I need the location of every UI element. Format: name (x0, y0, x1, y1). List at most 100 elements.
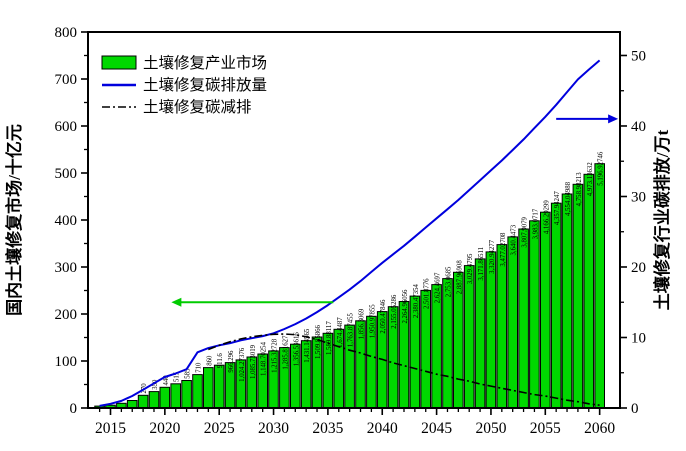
bar-value-label-2023: 710 (195, 362, 202, 373)
carbon-reduction-line (208, 333, 600, 406)
left-axis-tick-label: 400 (55, 213, 78, 229)
x-axis-tick-label: 2030 (258, 420, 289, 437)
bar-2024 (203, 367, 214, 409)
bar-value-label-2044: 2,501.8776 (424, 278, 431, 309)
bar-value-label-2037: 1,763.87455 (348, 312, 355, 347)
bars-left-axis-arrow-head (171, 297, 182, 307)
bar-value-label-2045: 2,624.4697 (435, 272, 442, 303)
bar-value-label-2057: 4,554.04988 (565, 181, 572, 216)
bar-value-label-2029: 1,148.70254 (261, 341, 268, 376)
bar-2057 (561, 193, 573, 409)
bar-2019 (148, 391, 160, 409)
bar-value-label-2033: 1,431.14565 (304, 328, 311, 363)
bar-value-label-2021: 515 (174, 371, 181, 382)
left-axis-tick-label: 800 (55, 25, 78, 41)
right-axis-tick-label: 50 (631, 48, 646, 64)
bar-value-label-2019: 350 (152, 379, 159, 390)
bar-value-label-2041: 2,155.05286 (391, 294, 398, 329)
bar-value-label-2040: 2,050.47846 (380, 299, 387, 334)
x-axis-tick-label: 2035 (312, 420, 343, 437)
bar-value-label-2048: 3,029.4795 (467, 253, 474, 284)
bar-value-label-2055: 4,166.29299 (543, 200, 550, 235)
bar-2022 (181, 380, 192, 409)
bar-value-label-2042: 2,264.96056 (402, 289, 409, 324)
right-axis-tick-label: 40 (631, 119, 646, 135)
bar-2058 (572, 183, 584, 409)
bar-value-label-2053: 3,807.9079 (522, 216, 529, 247)
x-axis-tick-label: 2025 (204, 420, 235, 437)
right-axis-title: 土壤修复行业碳排放/万t (652, 129, 672, 310)
bar-value-label-2050: 3,320.94277 (489, 239, 496, 274)
bar-value-label-2020: 440 (163, 375, 170, 386)
legend-label-reduction: 土壤修复碳减排 (143, 97, 252, 116)
right-axis-tick-label: 20 (631, 260, 646, 276)
x-axis-tick-label: 2055 (530, 420, 561, 437)
bar-value-label-2030: 1,215.32728 (272, 338, 279, 373)
bar-2056 (550, 202, 562, 409)
bar-value-label-2026: 966.296 (228, 350, 235, 373)
bar-2023 (192, 374, 203, 409)
bar-value-label-2043: 2,380.47354 (413, 284, 420, 319)
bar-value-label-2036: 1,674.4487 (337, 317, 344, 348)
bar-value-label-2028: 1,085.73019 (250, 344, 257, 379)
bar-value-label-2059: 4,973.13632 (587, 162, 594, 197)
carbon-emissions-line (99, 59, 601, 407)
legend-label-emissions: 土壤修复碳排放量 (143, 75, 267, 94)
bar-2048 (463, 265, 475, 409)
bar-value-label-2054: 3,983.0717 (532, 208, 539, 239)
left-axis-tick-label: 500 (55, 166, 78, 182)
line-right-axis-arrow-head (608, 114, 619, 124)
bar-value-label-2032: 1,356.53616 (293, 332, 300, 367)
bar-2060 (594, 163, 606, 409)
x-axis-tick-label: 2020 (149, 420, 180, 437)
right-axis-tick-label: 0 (631, 401, 639, 417)
bar-2050 (485, 251, 497, 409)
left-axis-tick-label: 600 (55, 119, 78, 135)
bar-value-label-2022: 585 (185, 368, 192, 379)
bar-2059 (583, 173, 595, 409)
right-axis-tick-label: 30 (631, 189, 646, 205)
legend-label-market: 土壤修复产业市场 (143, 53, 267, 72)
left-axis-tick-label: 200 (55, 307, 78, 323)
bar-value-label-2031: 1,285.81627 (282, 335, 289, 370)
bar-2025 (213, 364, 225, 409)
x-axis-tick-label: 2040 (367, 420, 398, 437)
bar-value-label-2025: 911.6 (217, 353, 224, 369)
bar-2054 (529, 220, 540, 409)
bar-value-label-2034: 1,509.85866 (315, 324, 322, 359)
bar-value-label-2046: 2,753.0685 (445, 266, 452, 297)
bar-value-label-2051: 3,477.02708 (500, 232, 507, 267)
left-axis-tick-label: 700 (55, 72, 78, 88)
bar-value-label-2035: 1,589.88117 (326, 321, 333, 355)
bar-2020 (159, 386, 171, 409)
bar-2018 (137, 394, 149, 409)
bar-2053 (518, 228, 529, 409)
bar-value-label-2056: 4,357.94247 (554, 191, 561, 226)
x-axis-tick-label: 2060 (584, 420, 615, 437)
x-axis-tick-label: 2050 (475, 420, 506, 437)
bar-value-label-2058: 4,758.98213 (576, 172, 583, 207)
left-axis-title: 国内土壤修复市场/十亿元 (4, 124, 24, 316)
left-axis-tick-label: 0 (70, 401, 78, 417)
x-axis-tick-label: 2015 (95, 420, 126, 437)
bar-value-label-2027: 1,024.27376 (239, 347, 246, 382)
left-axis-tick-label: 100 (55, 354, 78, 370)
right-axis-tick-label: 10 (631, 330, 646, 346)
x-axis-tick-label: 2045 (421, 420, 452, 437)
bar-2055 (540, 211, 551, 409)
legend-swatch-market (101, 55, 137, 70)
bar-value-label-2052: 3,640.4473 (511, 224, 518, 255)
bar-value-label-2024: 860 (206, 355, 213, 366)
left-axis-tick-label: 300 (55, 260, 78, 276)
bar-2021 (170, 383, 181, 409)
bar-value-label-2038: 1,856.3069 (359, 308, 366, 339)
bar-value-label-2060: 5,196.92746 (598, 151, 605, 186)
bar-value-label-2049: 3,171.86511 (478, 247, 485, 281)
bar-value-label-2039: 1,950.97855 (369, 304, 376, 339)
bar-2017 (126, 400, 138, 409)
bar-2051 (496, 244, 508, 409)
bar-value-label-2047: 2,887.96908 (456, 260, 463, 295)
bar-2052 (507, 236, 518, 409)
